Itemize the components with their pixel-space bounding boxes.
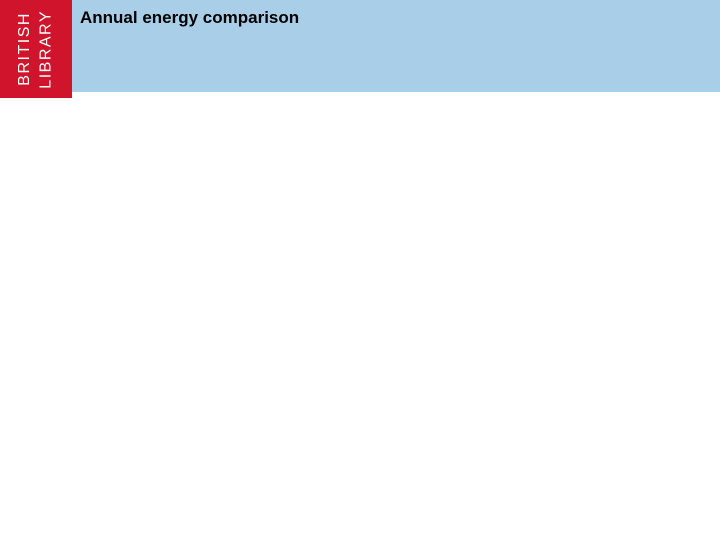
brand-logo: BRITISH LIBRARY	[0, 0, 72, 98]
page-title: Annual energy comparison	[80, 8, 299, 28]
brand-logo-text: BRITISH LIBRARY	[14, 10, 57, 89]
header-bar: Annual energy comparison	[72, 0, 720, 92]
brand-logo-line1: BRITISH	[14, 10, 36, 89]
brand-logo-line2: LIBRARY	[36, 10, 58, 89]
